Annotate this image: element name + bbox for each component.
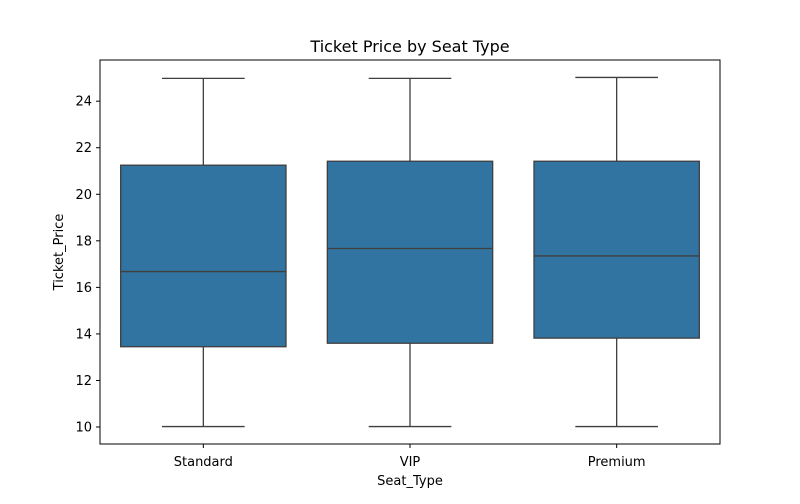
y-tick-label: 22 (75, 141, 92, 156)
x-tick-label: Standard (174, 455, 233, 470)
iqr-box (120, 164, 287, 348)
y-tick-label: 14 (75, 327, 92, 342)
box-premium (533, 76, 700, 428)
y-tick-label: 12 (75, 374, 92, 389)
plot-area-frame (99, 59, 721, 445)
x-tick-label: Premium (588, 455, 646, 470)
box-series (120, 76, 700, 428)
y-axis-label: Ticket_Price (52, 214, 67, 292)
y-tick-label: 10 (75, 421, 92, 436)
x-axis-label: Seat_Type (377, 474, 443, 489)
x-axis-ticks: Standard VIP Premium (174, 444, 646, 470)
x-tick-label: VIP (400, 455, 421, 470)
box-standard (120, 77, 287, 428)
y-tick-label: 20 (75, 188, 92, 203)
y-tick-label: 18 (75, 234, 92, 249)
y-tick-label: 24 (75, 95, 92, 110)
y-tick-label: 16 (75, 281, 92, 296)
box-vip (326, 77, 494, 428)
iqr-box (326, 160, 494, 344)
chart-title: Ticket Price by Seat Type (309, 37, 509, 56)
y-axis-ticks: 10 12 14 16 18 20 22 24 (75, 95, 100, 436)
iqr-box (533, 160, 700, 339)
